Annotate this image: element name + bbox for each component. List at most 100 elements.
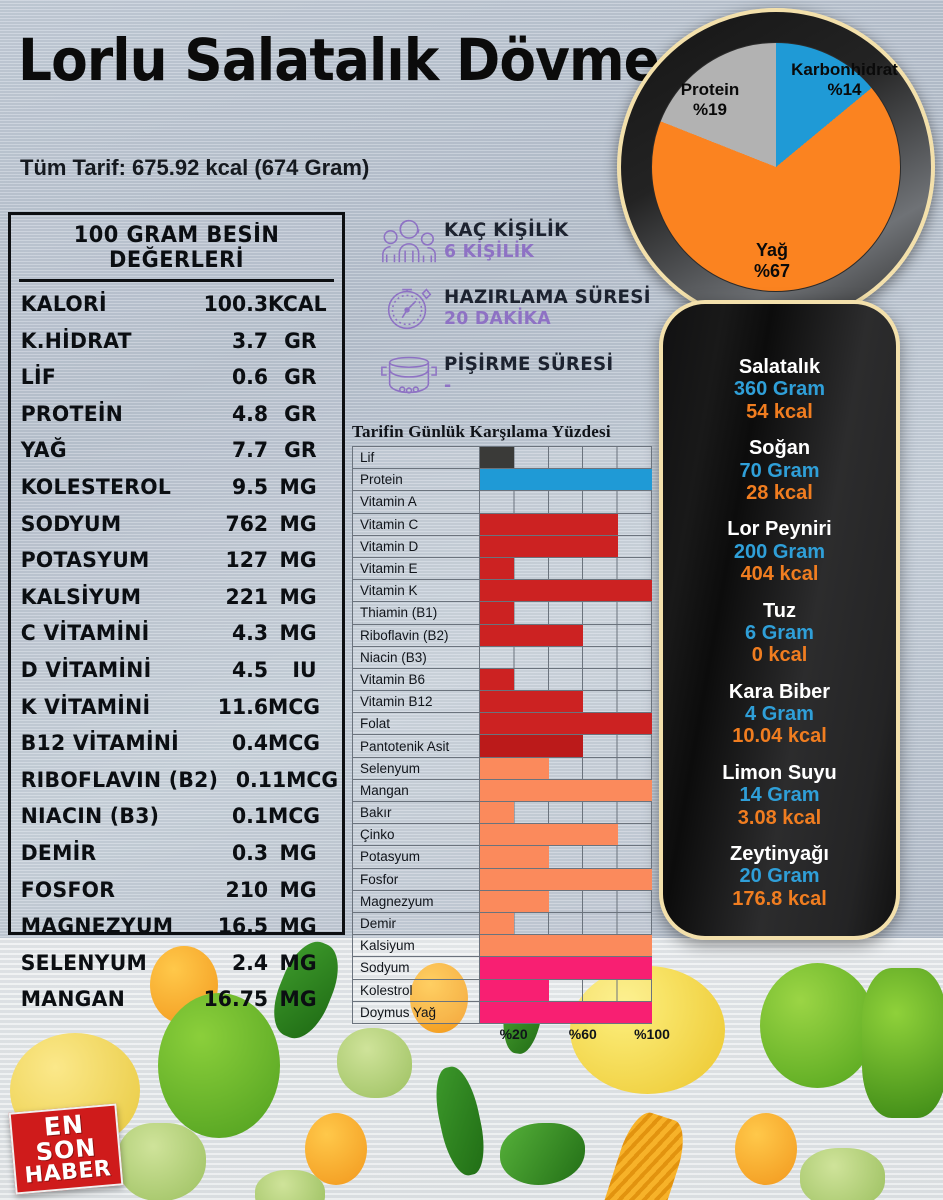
serving-info-panel: KAÇ KİŞİLİK 6 KİŞİLİK HAZIRLAMA SÜRESİ 20 D… xyxy=(378,214,653,415)
daily-value-label: Vitamin D xyxy=(353,535,480,557)
serving-info-value: 6 KİŞİLİK xyxy=(444,240,535,262)
nutrition-row-name: SODYUM xyxy=(20,511,122,536)
ingredient-gram: 14 Gram xyxy=(739,784,820,807)
daily-value-label: Sodyum xyxy=(353,957,480,979)
daily-value-label: Fosfor xyxy=(353,868,480,890)
ingredient-item: Tuz 6 Gram 0 kcal xyxy=(663,600,896,667)
nutrition-row-unit: MCG xyxy=(268,731,320,756)
serving-info-text: KAÇ KİŞİLİK 6 KİŞİLİK xyxy=(440,219,574,262)
nutrition-row-name: DEMİR xyxy=(20,840,97,865)
nutrition-row-unit: KCAL xyxy=(268,292,327,316)
daily-value-label: Vitamin B6 xyxy=(353,668,480,691)
daily-value-track xyxy=(480,513,652,535)
pot-icon xyxy=(378,349,440,399)
nutrition-row-name: SELENYUM xyxy=(20,950,148,975)
nutrition-row-unit: MG xyxy=(279,914,317,939)
nutrition-row-value: 210 xyxy=(225,877,269,902)
daily-value-bar xyxy=(480,602,515,624)
ingredient-item: Limon Suyu 14 Gram 3.08 kcal xyxy=(663,762,896,829)
pie-label-yag-name: Yağ xyxy=(755,240,789,260)
people-icon xyxy=(378,215,440,265)
serving-info-row: PİŞİRME SÜRESİ - xyxy=(378,348,653,400)
nutrition-row: MANGAN 16.75 MG xyxy=(11,981,332,1018)
daily-value-track xyxy=(480,580,652,602)
nutrition-row-name: PROTEİN xyxy=(20,401,124,426)
daily-value-row: Vitamin K xyxy=(353,580,652,603)
ensonhaber-logo[interactable]: EN SON HABER xyxy=(8,1103,124,1195)
romanesco-image xyxy=(337,1028,412,1098)
nutrition-row-value: 0.6 xyxy=(231,365,269,390)
nutrition-row: KALORİ 100.3 KCAL xyxy=(11,286,332,323)
daily-value-label: Niacin (B3) xyxy=(353,646,480,668)
daily-value-bar xyxy=(480,691,584,713)
daily-value-label: Çinko xyxy=(353,824,480,846)
nutrition-row: K.HİDRAT 3.7 GR xyxy=(11,323,332,360)
daily-value-bar xyxy=(480,802,515,824)
nutrition-row-name: B12 VİTAMİNİ xyxy=(20,731,180,756)
pie-label-protein-name: Protein xyxy=(680,80,740,99)
nutrition-row-unit: IU xyxy=(292,657,317,682)
daily-value-row: Selenyum xyxy=(353,757,652,780)
daily-value-label: Vitamin E xyxy=(353,557,480,580)
ingredient-item: Salatalık 360 Gram 54 kcal xyxy=(663,356,896,423)
nutrition-row-value: 4.5 xyxy=(231,657,269,682)
daily-value-track xyxy=(480,802,652,824)
daily-value-row: Folat xyxy=(353,713,652,736)
serving-info-label: PİŞİRME SÜRESİ xyxy=(444,352,614,375)
cucumber-image xyxy=(500,1123,585,1185)
daily-value-track xyxy=(480,735,652,757)
ingredients-panel: Salatalık 360 Gram 54 kcal Soğan 70 Gram 28 k… xyxy=(659,300,900,940)
nutrition-row: PROTEİN 4.8 GR xyxy=(11,396,332,433)
serving-info-value: - xyxy=(444,374,452,396)
nutrition-row-name: LİF xyxy=(20,365,57,390)
daily-value-bar xyxy=(480,447,515,469)
ingredient-kcal: 176.8 kcal xyxy=(732,887,827,910)
nutrition-row-name: K VİTAMİNİ xyxy=(20,694,151,719)
daily-value-label: Bakır xyxy=(353,802,480,824)
daily-value-track xyxy=(480,624,652,646)
daily-value-row: Vitamin B6 xyxy=(353,668,652,692)
daily-value-bar xyxy=(480,668,515,691)
pie-label-protein-value: %19 xyxy=(692,99,728,119)
nutrition-row-value: 0.1 xyxy=(231,804,269,829)
lime-image xyxy=(760,963,875,1088)
ingredient-name: Lor Peyniri xyxy=(727,518,832,541)
daily-value-track xyxy=(480,447,652,469)
nutrition-row: D VİTAMİNİ 4.5 IU xyxy=(11,652,332,689)
daily-value-label: Potasyum xyxy=(353,846,480,868)
daily-value-track xyxy=(480,713,652,735)
nutrition-row-unit: MCG xyxy=(268,804,320,829)
daily-value-bar xyxy=(480,868,652,890)
daily-value-track xyxy=(480,979,652,1001)
corn-image xyxy=(588,1107,692,1200)
daily-value-row: Bakır xyxy=(353,802,652,825)
nutrition-row: FOSFOR 210 MG xyxy=(11,872,332,909)
daily-value-track xyxy=(480,668,652,691)
nutrition-row: SELENYUM 2.4 MG xyxy=(11,945,332,982)
daily-value-track xyxy=(480,491,652,513)
ingredient-kcal: 0 kcal xyxy=(751,644,808,667)
ingredient-gram: 70 Gram xyxy=(739,459,820,482)
nutrition-row-name: YAĞ xyxy=(20,438,67,463)
daily-value-row: Mangan xyxy=(353,779,652,802)
nutrition-row-unit: GR xyxy=(284,328,317,353)
nutrition-row-value: 221 xyxy=(225,584,269,609)
pie-label-karbonhidrat: Karbonhidrat %14 xyxy=(777,60,912,99)
daily-value-track xyxy=(480,846,652,868)
nutrition-row: LİF 0.6 GR xyxy=(11,359,332,396)
daily-value-label: Riboflavin (B2) xyxy=(353,624,480,646)
nutrition-row: YAĞ 7.7 GR xyxy=(11,432,332,469)
ingredient-name: Zeytinyağı xyxy=(730,843,829,866)
daily-value-bar xyxy=(480,935,652,957)
serving-info-text: HAZIRLAMA SÜRESİ 20 DAKİKA xyxy=(440,286,659,329)
nutrition-facts-rows: KALORİ 100.3 KCAL K.HİDRAT 3.7 GR LİF 0.6 GR PROT… xyxy=(11,286,342,1018)
daily-value-row: Vitamin A xyxy=(353,491,652,514)
daily-value-row: Niacin (B3) xyxy=(353,646,652,669)
nutrition-row-value: 762 xyxy=(225,511,269,536)
nutrition-row-unit: GR xyxy=(284,401,317,426)
nutrition-row: KOLESTEROL 9.5 MG xyxy=(11,469,332,506)
romanesco-image xyxy=(255,1170,325,1200)
daily-value-row: Pantotenik Asit xyxy=(353,735,652,758)
nutrition-facts-heading: 100 GRAM BESİN DEĞERLERİ xyxy=(73,223,280,273)
axis-tick-label: %100 xyxy=(634,1025,670,1042)
